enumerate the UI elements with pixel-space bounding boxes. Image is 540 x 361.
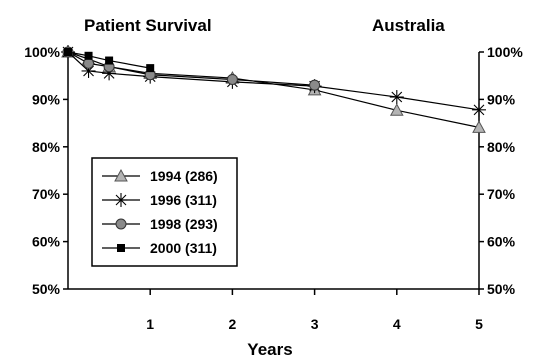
series-group [61, 44, 486, 133]
y-tick-label-right: 90% [487, 91, 516, 107]
star-marker [389, 90, 404, 105]
y-tick-label-left: 90% [32, 91, 61, 107]
x-tick-label: 5 [475, 316, 483, 332]
x-tick-label: 1 [146, 316, 154, 332]
triangle-marker [389, 103, 404, 116]
legend: 1994 (286) 1996 (311) 1998 (293) 2000 (311) [91, 157, 238, 267]
y-tick-label-right: 80% [487, 139, 516, 155]
x-tick-label: 2 [229, 316, 237, 332]
circle-marker [83, 57, 95, 69]
x-axis-label: Years [247, 340, 292, 359]
y-tick-label-left: 100% [24, 44, 60, 60]
series-line [67, 51, 480, 128]
circle-marker [115, 218, 127, 230]
chart-title: Patient Survival [84, 16, 212, 35]
y-tick-label-left: 50% [32, 281, 61, 297]
series-circle [62, 46, 321, 91]
y-tick-label-right: 60% [487, 234, 516, 250]
legend-entry: 2000 (311) [102, 240, 217, 256]
legend-label: 1996 (311) [150, 192, 217, 208]
star-marker [114, 193, 128, 207]
square-marker [64, 48, 72, 56]
legend-label: 1994 (286) [150, 168, 218, 184]
square-marker [117, 244, 125, 252]
square-marker [84, 51, 93, 60]
series-triangle [61, 44, 486, 133]
triangle-marker [114, 168, 128, 182]
y-tick-label-right: 70% [487, 186, 516, 202]
y-tick-label-left: 60% [32, 234, 61, 250]
series-line [67, 51, 480, 111]
legend-label: 1998 (293) [150, 216, 218, 232]
x-tick-label: 4 [393, 316, 401, 332]
square-marker [105, 56, 114, 65]
y-tick-label-right: 50% [487, 281, 516, 297]
y-tick-label-left: 70% [32, 186, 61, 202]
legend-entry: 1998 (293) [102, 216, 218, 232]
star-marker [472, 102, 486, 117]
circle-marker [309, 79, 321, 91]
x-tick-label: 3 [311, 316, 319, 332]
legend-label: 2000 (311) [150, 240, 217, 256]
tick-labels: 50% 50% 60% 60% 70% 70% 80% 80% 90% 90% 100% 100% 1 2… [24, 44, 523, 332]
chart-subtitle: Australia [372, 16, 445, 35]
series-line [67, 51, 151, 69]
square-marker [146, 64, 155, 73]
y-tick-label-left: 80% [32, 139, 61, 155]
triangle-marker [472, 120, 486, 133]
series-square [64, 48, 155, 73]
y-tick-label-right: 100% [487, 44, 523, 60]
circle-marker [226, 73, 238, 85]
legend-entry: 1994 (286) [102, 168, 218, 184]
series-star [61, 45, 486, 117]
legend-entry: 1996 (311) [102, 192, 217, 208]
